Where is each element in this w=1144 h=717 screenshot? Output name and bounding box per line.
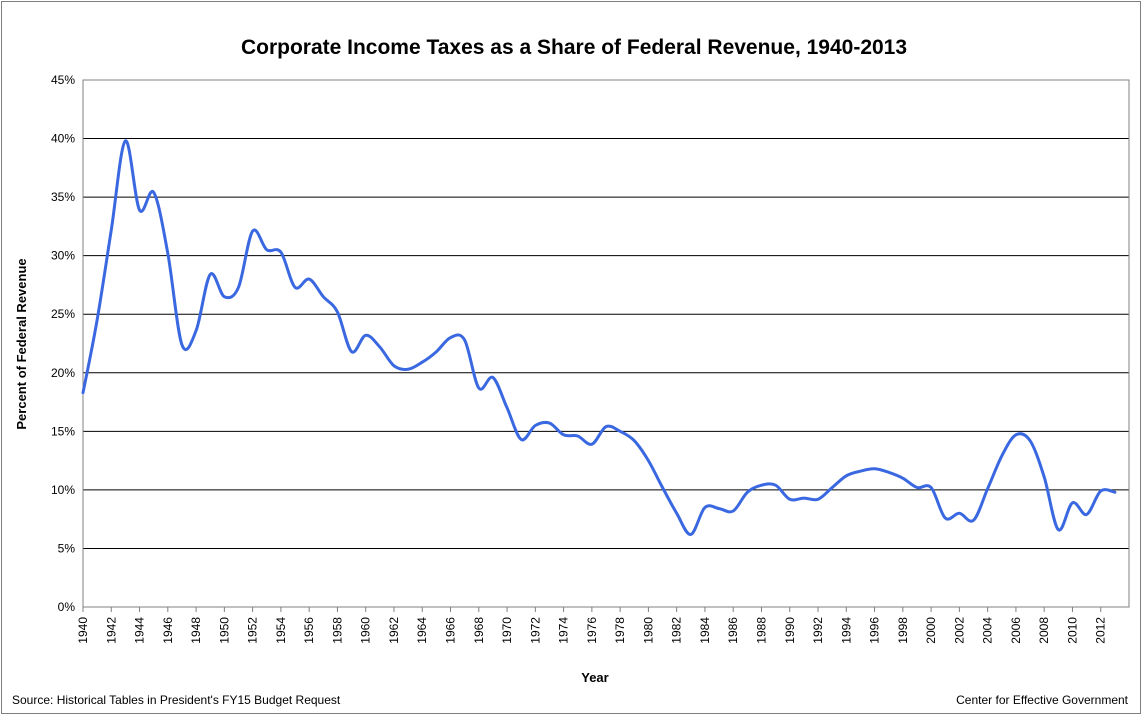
x-tick-label: 1958	[330, 617, 344, 644]
x-tick-label: 1982	[670, 617, 684, 644]
x-tick-label: 1966	[444, 617, 458, 644]
x-tick-label: 2006	[1009, 617, 1023, 644]
x-tick-label: 1962	[387, 617, 401, 644]
x-tick-label: 1960	[359, 617, 373, 644]
plot-area	[82, 79, 1130, 608]
x-tick-label: 1974	[557, 617, 571, 644]
y-tick-label: 25%	[51, 307, 75, 321]
x-tick-label: 2004	[981, 617, 995, 644]
y-tick-label: 0%	[58, 600, 76, 614]
x-tick-label: 1984	[698, 617, 712, 644]
source-note: Source: Historical Tables in President's…	[12, 693, 341, 707]
x-tick-label: 1954	[274, 617, 288, 644]
x-tick-label: 1992	[811, 617, 825, 644]
x-tick-label: 1988	[754, 617, 768, 644]
x-tick-label: 2002	[952, 617, 966, 644]
x-tick-label: 1964	[415, 617, 429, 644]
x-tick-label: 1942	[104, 617, 118, 644]
x-axis-label: Year	[581, 670, 608, 685]
y-axis-ticks: 0% 5% 10% 15% 20% 25% 30% 35% 40% 45%	[51, 73, 75, 614]
x-tick-label: 1972	[528, 617, 542, 644]
y-tick-label: 30%	[51, 249, 75, 263]
x-tick-label: 1970	[500, 617, 514, 644]
y-tick-label: 15%	[51, 424, 75, 438]
series-line	[81, 139, 1117, 536]
y-tick-label: 45%	[51, 73, 75, 87]
x-tick-label: 1986	[726, 617, 740, 644]
x-tick-label: 1998	[896, 617, 910, 644]
x-tick-label: 1948	[189, 617, 203, 644]
x-tick-label: 1946	[161, 617, 175, 644]
y-tick-label: 20%	[51, 366, 75, 380]
y-tick-label: 5%	[58, 541, 76, 555]
x-tick-label: 1944	[133, 617, 147, 644]
x-tick-label: 1976	[585, 617, 599, 644]
credit-note: Center for Effective Government	[956, 693, 1128, 707]
x-tick-label: 1990	[783, 617, 797, 644]
x-tick-label: 2008	[1037, 617, 1051, 644]
x-tick-label: 1956	[302, 617, 316, 644]
x-tick-label: 1968	[472, 617, 486, 644]
x-axis-ticks: 1940 1942 1944 1946 1948 1950 1952 1954 1956 1958…	[76, 607, 1108, 644]
x-tick-label: 1950	[217, 617, 231, 644]
x-tick-label: 1978	[613, 617, 627, 644]
y-axis-label: Percent of Federal Revenue	[14, 258, 29, 429]
y-tick-label: 35%	[51, 190, 75, 204]
x-tick-label: 2010	[1065, 617, 1079, 644]
y-tick-label: 10%	[51, 483, 75, 497]
x-tick-label: 1994	[839, 617, 853, 644]
y-tick-label: 40%	[51, 132, 75, 146]
x-tick-label: 1940	[76, 617, 90, 644]
chart-title: Corporate Income Taxes as a Share of Fed…	[241, 36, 907, 59]
x-tick-label: 2000	[924, 617, 938, 644]
x-tick-label: 2012	[1094, 617, 1108, 644]
x-tick-label: 1980	[641, 617, 655, 644]
x-tick-label: 1952	[246, 617, 260, 644]
x-tick-label: 1996	[868, 617, 882, 644]
gridlines	[83, 138, 1129, 549]
